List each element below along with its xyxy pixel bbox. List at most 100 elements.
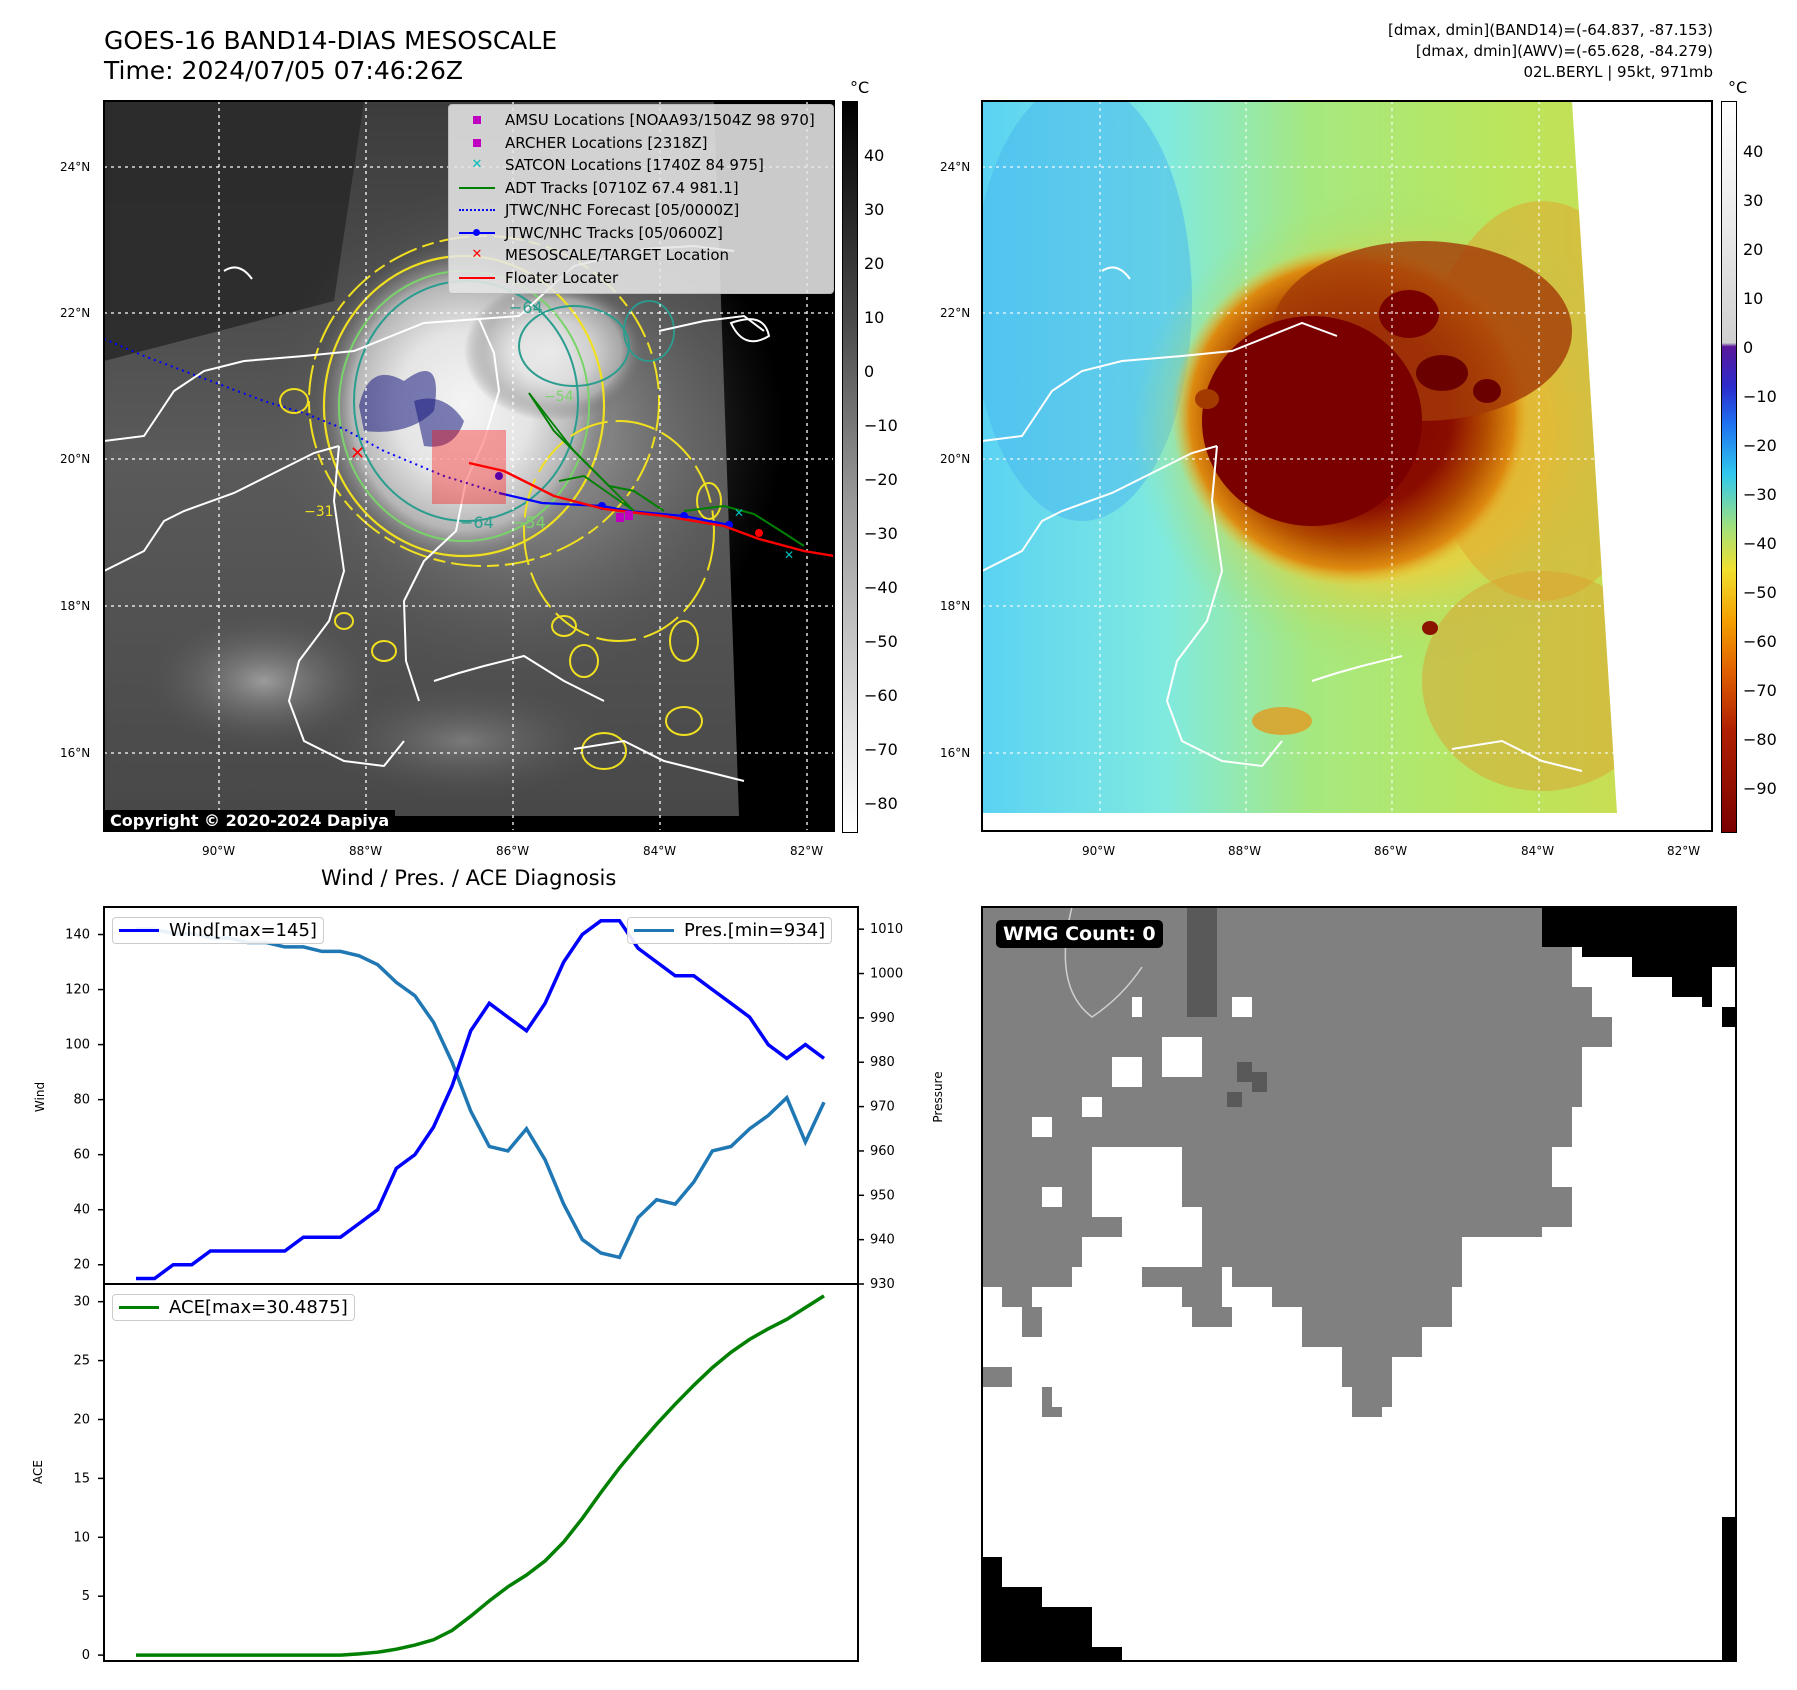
figure-time: Time: 2024/07/05 07:46:26Z <box>104 56 463 85</box>
wv-cb-tick: 10 <box>1743 289 1764 308</box>
wv-cb-tick: −10 <box>1743 387 1777 406</box>
wv-cb-tick: 40 <box>1743 142 1764 161</box>
pressure-axis-tick-label: 950 <box>870 1188 895 1203</box>
wmg-panel <box>981 906 1737 1662</box>
ir-legend: AMSU Locations [NOAA93/1504Z 98 970] ARC… <box>448 104 834 294</box>
wind-series-line <box>136 919 826 1281</box>
wv-map <box>981 100 1713 832</box>
ir-cb-tick: 40 <box>864 146 885 165</box>
wv-colorbar <box>1721 101 1737 833</box>
ir-lat-tick: 20°N <box>60 452 91 466</box>
wv-lat-tick: 16°N <box>940 746 971 760</box>
legend-item: ✕ MESOSCALE/TARGET Location <box>471 246 730 265</box>
wv-colorbar-unit: °C <box>1728 78 1748 97</box>
ace-axis-tick-label: 10 <box>73 1530 90 1545</box>
diag-title: Wind / Pres. / ACE Diagnosis <box>321 866 617 890</box>
wv-lon-tick: 90°W <box>1082 844 1116 858</box>
wind-axis-tick-label: 60 <box>73 1148 90 1163</box>
wind-legend: Wind[max=145] <box>112 917 324 944</box>
legend-item: ✕ SATCON Locations [1740Z 84 975] <box>471 156 764 175</box>
ir-lat-tick: 18°N <box>60 599 91 613</box>
wv-cb-tick: −40 <box>1743 534 1777 553</box>
wv-cb-tick: −60 <box>1743 632 1777 651</box>
contour-label: −64 <box>460 513 494 532</box>
ir-cb-tick: −30 <box>864 524 898 543</box>
wv-cb-tick: −20 <box>1743 436 1777 455</box>
wv-lat-tick: 18°N <box>940 599 971 613</box>
pressure-axis-tick-label: 1010 <box>870 922 903 937</box>
copyright-label: Copyright © 2020-2024 Dapiya <box>104 810 396 831</box>
ace-chart: 0 5 10 15 20 25 30 ACE <box>31 1283 859 1663</box>
wv-lon-tick: 82°W <box>1667 844 1701 858</box>
wind-axis-tick-label: 40 <box>73 1203 90 1218</box>
wind-axis-tick-label: 140 <box>65 928 90 943</box>
svg-text:✕: ✕ <box>350 443 365 464</box>
pressure-axis-tick-label: 990 <box>870 1011 895 1026</box>
contour-label: −31 <box>304 504 334 520</box>
ir-lat-tick: 22°N <box>60 306 91 320</box>
band14-range: [dmax, dmin](BAND14)=(-64.837, -87.153) <box>1388 21 1713 39</box>
ir-cb-tick: 10 <box>864 308 885 327</box>
figure-title: GOES-16 BAND14-DIAS MESOSCALE <box>104 26 558 55</box>
contour-label: −54 <box>544 389 574 405</box>
wv-lat-tick: 20°N <box>940 452 971 466</box>
ir-cb-tick: −70 <box>864 740 898 759</box>
ir-cb-tick: 0 <box>864 362 875 381</box>
svg-text:✕: ✕ <box>734 506 744 520</box>
ace-legend: ACE[max=30.4875] <box>112 1294 355 1321</box>
ace-series-line <box>136 1294 825 1657</box>
ir-cb-tick: 30 <box>864 200 885 219</box>
svg-text:✕: ✕ <box>784 548 794 562</box>
wv-lon-tick: 86°W <box>1374 844 1408 858</box>
ir-cb-tick: −60 <box>864 686 898 705</box>
wind-axis-tick-label: 80 <box>73 1093 90 1108</box>
wv-cb-tick: −50 <box>1743 583 1777 602</box>
pressure-axis-tick-label: 980 <box>870 1055 895 1070</box>
wv-cb-tick: −90 <box>1743 779 1777 798</box>
pressure-axis-tick-label: 960 <box>870 1144 895 1159</box>
ir-lon-tick: 82°W <box>790 844 824 858</box>
wv-cb-tick: −70 <box>1743 681 1777 700</box>
ir-cb-tick: −80 <box>864 794 898 813</box>
ace-axis-tick-label: 0 <box>82 1648 90 1663</box>
contour-label: −64 <box>509 298 543 317</box>
wv-lat-tick: 22°N <box>940 306 971 320</box>
ir-lon-tick: 86°W <box>496 844 530 858</box>
ir-lon-tick: 88°W <box>349 844 383 858</box>
ace-axis-tick-label: 5 <box>82 1589 90 1604</box>
ir-cb-tick: −40 <box>864 578 898 597</box>
pressure-axis-tick-label: 930 <box>870 1277 895 1292</box>
ir-cb-tick: −10 <box>864 416 898 435</box>
pressure-axis-tick-label: 940 <box>870 1233 895 1248</box>
wind-axis-tick-label: 20 <box>73 1258 90 1273</box>
ir-lon-tick: 84°W <box>643 844 677 858</box>
legend-item: JTWC/NHC Tracks [05/0600Z] <box>457 222 825 245</box>
wv-cb-tick: −80 <box>1743 730 1777 749</box>
ace-axis-label: ACE <box>31 1460 45 1484</box>
legend-item: ADT Tracks [0710Z 67.4 981.1] <box>457 177 825 200</box>
contour-label: −54 <box>512 513 546 532</box>
wv-cb-tick: 0 <box>1743 338 1754 357</box>
storm-info: 02L.BERYL | 95kt, 971mb <box>1523 63 1713 81</box>
wind-pressure-chart: 20 40 60 80 100 120 140 930 940 950 960 970 980 990 1… <box>33 906 945 1292</box>
pressure-axis-tick-label: 970 <box>870 1100 895 1115</box>
pressure-axis-tick-label: 1000 <box>870 967 903 982</box>
legend-item: ARCHER Locations [2318Z] <box>457 132 825 155</box>
wind-axis-tick-label: 120 <box>65 983 90 998</box>
legend-item: Floater Locater <box>457 267 825 290</box>
ir-colorbar <box>842 101 858 833</box>
legend-item: JTWC/NHC Forecast [05/0000Z] <box>457 199 825 222</box>
legend-item: AMSU Locations [NOAA93/1504Z 98 970] <box>457 109 825 132</box>
ir-lat-tick: 16°N <box>60 746 91 760</box>
ir-colorbar-unit: °C <box>850 78 870 97</box>
pressure-axis-label: Pressure <box>931 1071 945 1122</box>
wv-cb-tick: −30 <box>1743 485 1777 504</box>
wind-axis-tick-label: 100 <box>65 1038 90 1053</box>
ir-lat-tick: 24°N <box>60 160 91 174</box>
ace-axis-tick-label: 30 <box>73 1295 90 1310</box>
wv-lon-tick: 84°W <box>1521 844 1555 858</box>
wind-axis-label: Wind <box>33 1082 47 1112</box>
wv-cb-tick: 30 <box>1743 191 1764 210</box>
ir-cb-tick: −50 <box>864 632 898 651</box>
ir-cb-tick: 20 <box>864 254 885 273</box>
